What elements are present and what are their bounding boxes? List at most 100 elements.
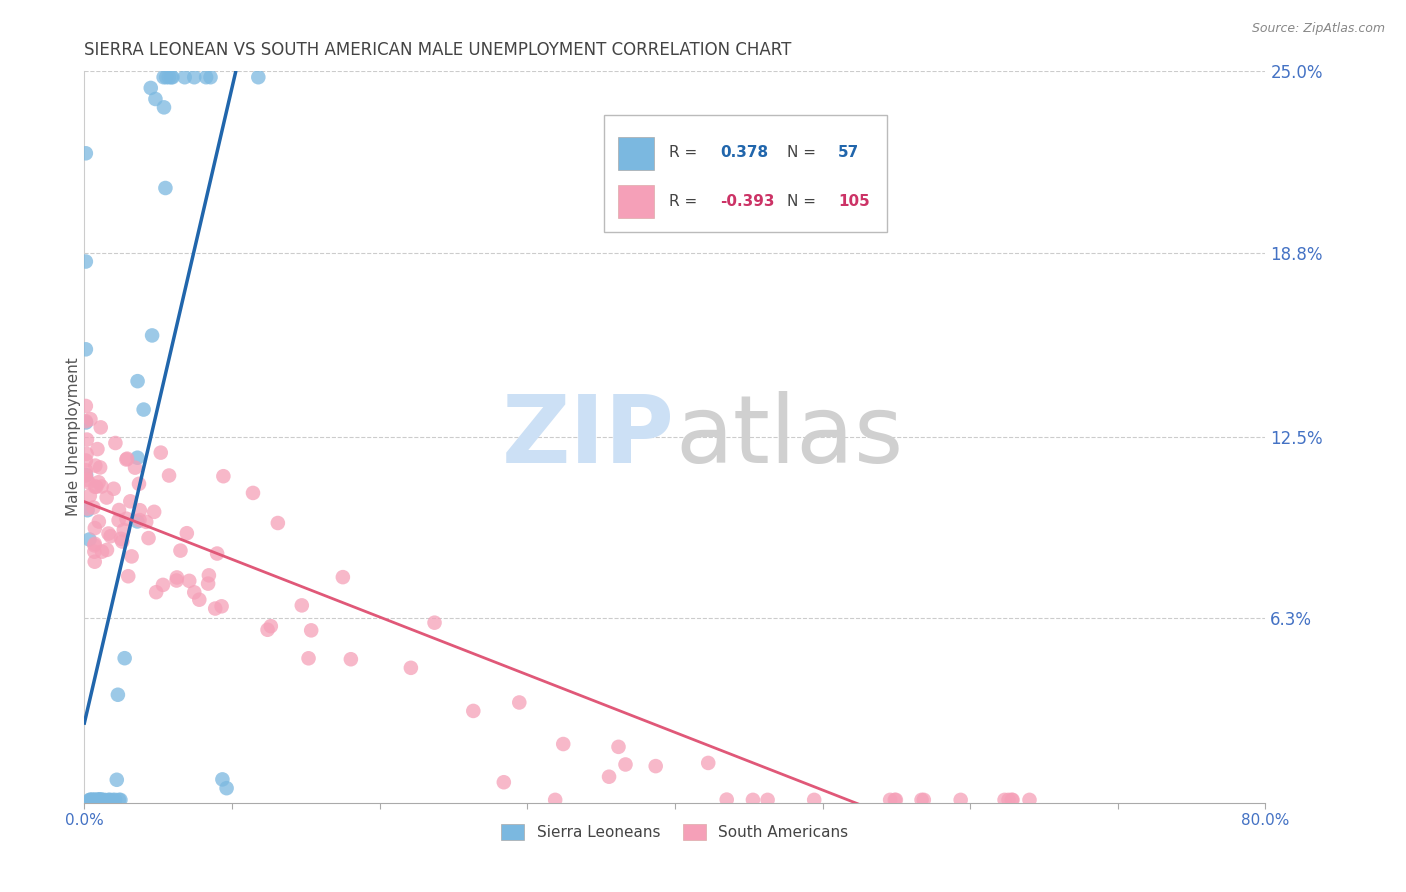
Point	[91, 793, 114, 807]
Point	[112, 523, 135, 537]
Point	[87, 515, 110, 529]
Point	[997, 793, 1019, 807]
Point	[291, 599, 314, 613]
Point	[157, 70, 180, 85]
Point	[143, 505, 166, 519]
Point	[492, 775, 515, 789]
Point	[104, 793, 127, 807]
Text: atlas: atlas	[675, 391, 903, 483]
Point	[297, 651, 319, 665]
Point	[121, 549, 143, 564]
Point	[127, 450, 149, 465]
Point	[97, 793, 120, 807]
Text: R =: R =	[669, 194, 702, 209]
Point	[75, 463, 97, 477]
Point	[96, 491, 118, 505]
Point	[83, 521, 105, 535]
Point	[83, 555, 105, 569]
Point	[204, 601, 226, 615]
Point	[75, 343, 97, 357]
Point	[716, 792, 738, 806]
Point	[75, 254, 97, 268]
Point	[211, 772, 233, 787]
Point	[155, 181, 177, 195]
Point	[128, 513, 150, 527]
Point	[256, 623, 278, 637]
Point	[83, 545, 105, 559]
Point	[83, 793, 105, 807]
Point	[183, 70, 205, 85]
Point	[108, 503, 131, 517]
Text: 105: 105	[838, 194, 870, 209]
Point	[76, 503, 98, 517]
Point	[77, 475, 100, 490]
Point	[188, 592, 211, 607]
Point	[200, 70, 222, 85]
Point	[884, 793, 907, 807]
Point	[803, 793, 825, 807]
Point	[949, 793, 972, 807]
Point	[79, 533, 101, 547]
FancyBboxPatch shape	[605, 115, 887, 232]
Y-axis label: Male Unemployment: Male Unemployment	[66, 358, 80, 516]
Point	[75, 453, 97, 467]
Point	[152, 578, 174, 592]
Point	[115, 452, 138, 467]
Point	[169, 543, 191, 558]
Point	[124, 460, 146, 475]
Point	[135, 515, 157, 529]
Point	[149, 445, 172, 459]
Text: SIERRA LEONEAN VS SOUTH AMERICAN MALE UNEMPLOYMENT CORRELATION CHART: SIERRA LEONEAN VS SOUTH AMERICAN MALE UN…	[84, 41, 792, 59]
Point	[76, 447, 98, 461]
Point	[108, 793, 131, 807]
Point	[508, 696, 530, 710]
Point	[96, 542, 118, 557]
Point	[101, 793, 124, 807]
Point	[544, 793, 567, 807]
Text: 0.378: 0.378	[720, 145, 768, 160]
Point	[162, 70, 184, 85]
Point	[198, 568, 221, 582]
Point	[75, 468, 97, 483]
Point	[176, 526, 198, 541]
Text: R =: R =	[669, 145, 702, 160]
Point	[195, 70, 218, 85]
Point	[91, 793, 114, 807]
Point	[173, 70, 195, 85]
Point	[110, 793, 132, 807]
Point	[79, 793, 101, 807]
Point	[697, 756, 720, 770]
Point	[145, 92, 167, 106]
Point	[127, 515, 149, 529]
Point	[463, 704, 485, 718]
Point	[97, 526, 120, 541]
Point	[86, 442, 108, 456]
Point	[103, 482, 125, 496]
Point	[89, 793, 111, 807]
Point	[115, 512, 138, 526]
Point	[614, 757, 637, 772]
Point	[83, 537, 105, 551]
Point	[332, 570, 354, 584]
Point	[138, 531, 160, 545]
Point	[76, 473, 98, 487]
Point	[205, 547, 228, 561]
Point	[86, 480, 108, 494]
Point	[76, 433, 98, 447]
Point	[756, 793, 779, 807]
Point	[139, 81, 162, 95]
Point	[79, 412, 101, 426]
Point	[160, 70, 183, 85]
Text: N =: N =	[787, 145, 821, 160]
Point	[340, 652, 363, 666]
Point	[157, 468, 180, 483]
Point	[75, 468, 97, 483]
Point	[86, 793, 108, 807]
Point	[89, 793, 111, 807]
Point	[75, 414, 97, 428]
Point	[80, 793, 103, 807]
Point	[87, 793, 110, 807]
Point	[107, 513, 129, 527]
Point	[120, 494, 142, 508]
Point	[90, 420, 112, 434]
